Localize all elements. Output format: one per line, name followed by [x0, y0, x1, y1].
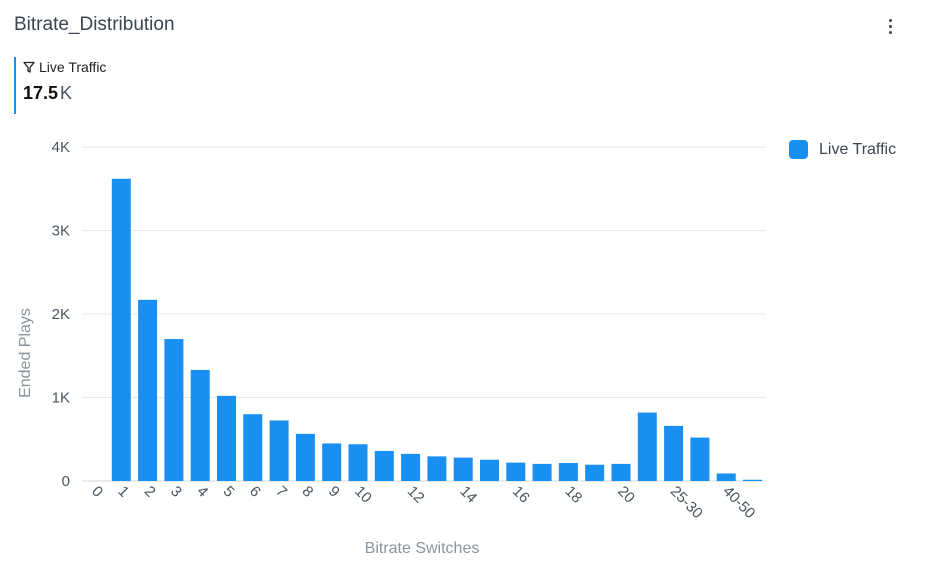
grid-lines [82, 146, 766, 482]
x-tick-label: 10 [351, 483, 375, 507]
x-tick-label: 40-50 [719, 483, 758, 522]
bar[interactable] [453, 457, 473, 481]
bar[interactable] [637, 412, 657, 481]
legend-item-live-traffic[interactable]: Live Traffic [789, 140, 896, 159]
bar[interactable] [532, 463, 552, 481]
x-axis-title: Bitrate Switches [365, 540, 480, 557]
bar[interactable] [164, 339, 184, 481]
y-tick-label: 4K [52, 139, 70, 156]
chart-title: Bitrate_Distribution [14, 14, 175, 35]
bar[interactable] [138, 299, 158, 481]
bar[interactable] [427, 456, 447, 481]
kpi-number: 17.5 [23, 83, 59, 103]
bar[interactable] [611, 463, 631, 481]
kpi-unit: K [60, 83, 73, 103]
x-tick-label: 4 [193, 483, 211, 501]
bar[interactable] [111, 178, 131, 482]
bar[interactable] [690, 437, 710, 481]
more-options-icon[interactable] [880, 13, 900, 39]
y-tick-label: 1K [52, 390, 70, 407]
x-tick-label: 5 [220, 483, 238, 501]
legend-swatch [789, 140, 808, 159]
y-axis-title: Ended Plays [17, 308, 34, 398]
x-tick-label: 6 [246, 483, 264, 501]
kpi-summary: Live Traffic 17.5 K [14, 57, 106, 114]
bar[interactable] [716, 473, 736, 481]
x-tick-label: 20 [614, 483, 638, 507]
bar[interactable] [322, 443, 342, 481]
x-tick-label: 7 [272, 483, 290, 501]
bar[interactable] [269, 420, 289, 481]
bar[interactable] [295, 433, 315, 481]
legend-label: Live Traffic [819, 140, 897, 158]
x-tick-label: 9 [325, 483, 343, 501]
kpi-label: Live Traffic [39, 59, 107, 75]
x-axis-ticks: 0 1 2 3 4 5 6 7 8 9 10 12 14 16 18 20 25-30 40-50 [88, 483, 758, 522]
y-tick-label: 2K [52, 306, 70, 323]
x-tick-label: 3 [167, 483, 185, 501]
bar[interactable] [664, 425, 684, 481]
x-tick-label: 18 [562, 483, 586, 507]
kpi-label-row: Live Traffic [23, 59, 106, 75]
x-tick-label: 16 [509, 483, 533, 507]
x-tick-label: 2 [141, 483, 159, 501]
bar[interactable] [506, 462, 526, 481]
bar[interactable] [401, 453, 421, 481]
x-tick-label: 1 [114, 483, 132, 501]
y-tick-label: 3K [52, 223, 70, 240]
y-tick-label: 0 [62, 473, 70, 490]
kpi-value: 17.5 K [23, 83, 106, 104]
bar[interactable] [585, 464, 605, 481]
bar[interactable] [374, 450, 394, 481]
x-tick-label: 0 [88, 483, 106, 501]
x-tick-label: 12 [404, 483, 428, 507]
bar[interactable] [480, 459, 499, 481]
bar[interactable] [190, 369, 210, 481]
bar[interactable] [217, 395, 236, 481]
bars [111, 178, 762, 482]
x-tick-label: 8 [299, 483, 317, 501]
bar[interactable] [348, 444, 368, 481]
x-tick-label: 25-30 [667, 483, 706, 522]
x-tick-label: 14 [456, 483, 480, 507]
bar[interactable] [558, 463, 578, 481]
bar[interactable] [243, 414, 263, 481]
y-axis-ticks: 0 1K 2K 3K 4K [52, 139, 70, 490]
bar[interactable] [743, 479, 762, 481]
filter-icon [23, 61, 35, 73]
